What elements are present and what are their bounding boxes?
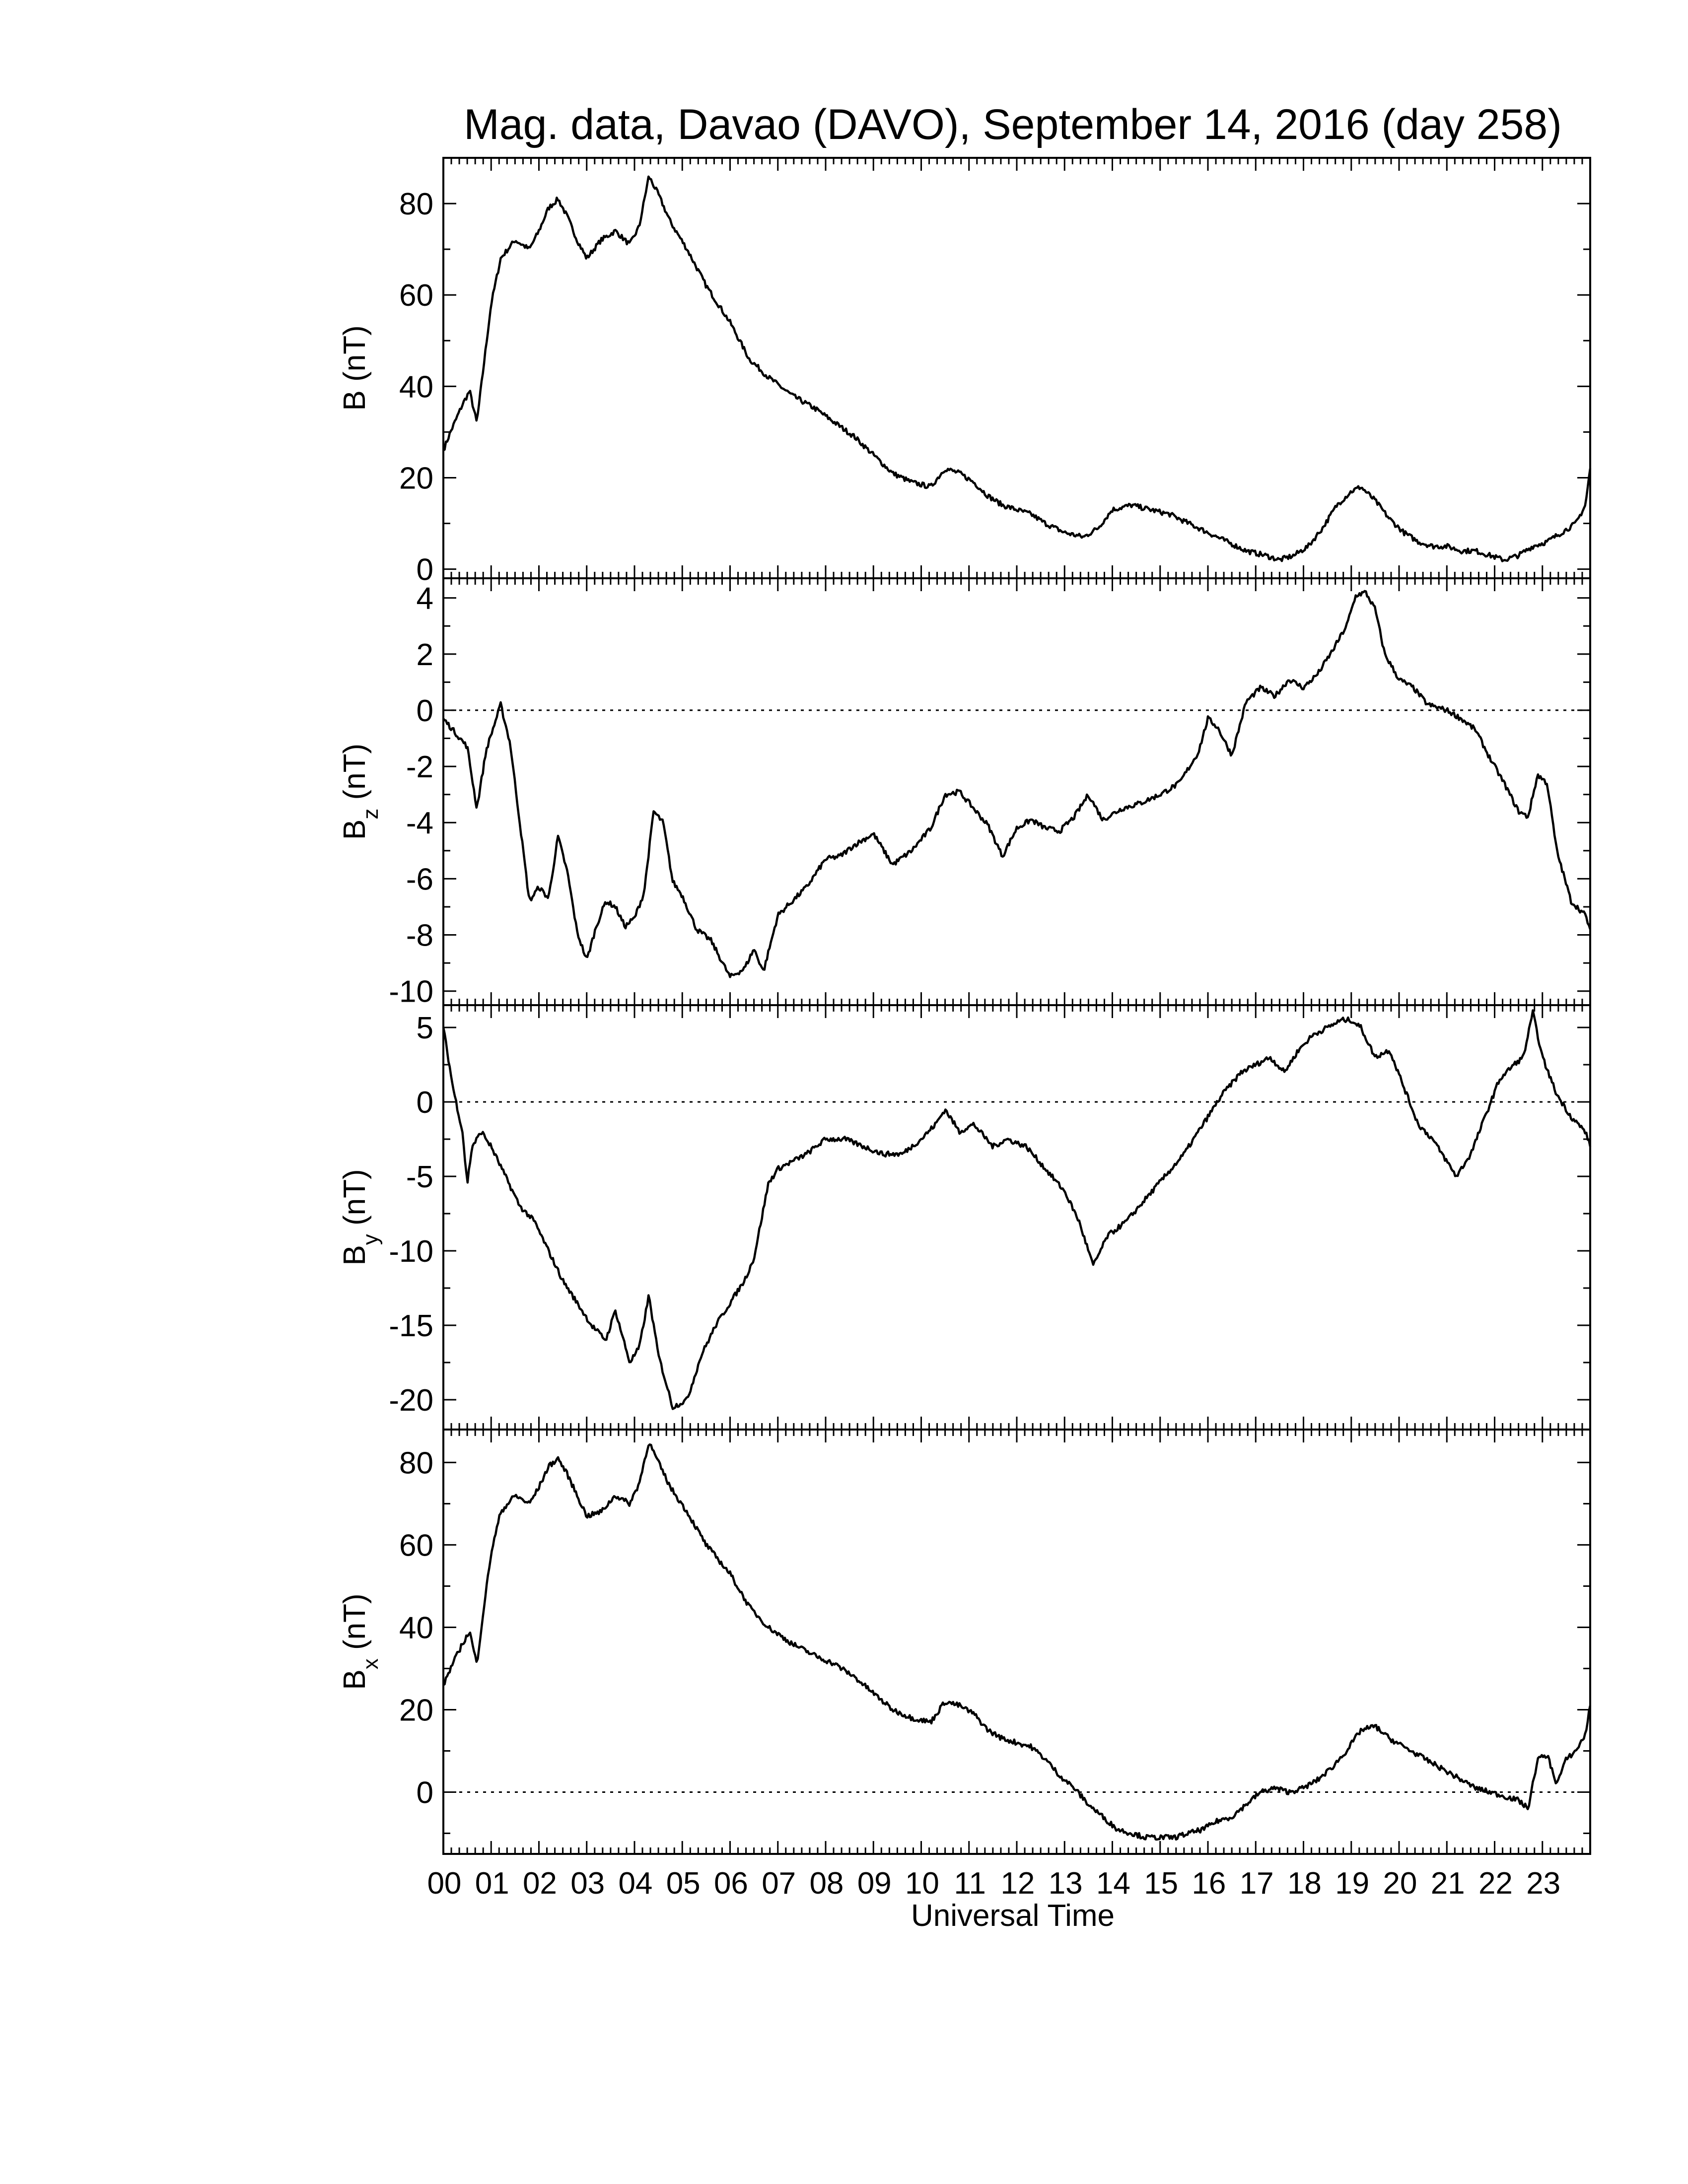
- x-tick-label: 04: [618, 1866, 652, 1901]
- x-tick-label: 18: [1287, 1866, 1322, 1901]
- y-tick-label: 0: [417, 694, 433, 728]
- x-tick-label: 05: [666, 1866, 701, 1901]
- y-tick-label: 4: [417, 582, 433, 616]
- y-axis-label: Bx (nT): [338, 1593, 383, 1690]
- series-line-4: [442, 1443, 1592, 1841]
- x-tick-label: 12: [1000, 1866, 1035, 1901]
- panel-frame: [442, 577, 1591, 1006]
- x-tick-label: 11: [954, 1866, 985, 1901]
- panel-frame: [442, 1429, 1591, 1855]
- x-tick-label: 23: [1526, 1866, 1560, 1901]
- panel-frame: [442, 1004, 1591, 1431]
- y-tick-label: 60: [399, 1528, 433, 1563]
- x-tick-label: 00: [427, 1866, 461, 1901]
- panel-3: -20 -15 -10 -5 0 5 By (nT): [338, 1004, 1592, 1431]
- x-axis-label: Universal Time: [911, 1899, 1115, 1933]
- y-tick-label: 0: [417, 1086, 433, 1120]
- y-tick-label: 0: [417, 1775, 433, 1810]
- x-tick-label: 10: [905, 1866, 939, 1901]
- x-tick-label: 17: [1240, 1866, 1274, 1901]
- y-tick-label: 5: [417, 1011, 433, 1045]
- y-tick-label: 40: [399, 370, 433, 404]
- x-tick-label: 08: [809, 1866, 844, 1901]
- x-tick-label: 22: [1478, 1866, 1513, 1901]
- series-line-3: [442, 1009, 1592, 1410]
- y-tick-label: -10: [389, 1234, 433, 1269]
- y-tick-label: -2: [406, 750, 433, 784]
- x-tick-label: 07: [762, 1866, 796, 1901]
- x-tick-label: 13: [1049, 1866, 1083, 1901]
- x-tick-label: 15: [1144, 1866, 1178, 1901]
- chart-title: Mag. data, Davao (DAVO), September 14, 2…: [464, 101, 1562, 148]
- x-tick-label: 19: [1335, 1866, 1369, 1901]
- panel-frame: [442, 157, 1591, 579]
- panel-4: 0 20 40 60 80 Bx (nT): [338, 1429, 1592, 1855]
- y-tick-label: 80: [399, 187, 433, 221]
- y-tick-label: 80: [399, 1446, 433, 1480]
- series-line-1: [442, 175, 1592, 562]
- y-tick-label: 0: [417, 553, 433, 587]
- y-tick-label: -10: [389, 975, 433, 1009]
- x-tick-label: 06: [714, 1866, 748, 1901]
- y-axis-label: B (nT): [338, 325, 372, 410]
- y-tick-label: -20: [389, 1383, 433, 1418]
- y-axis-label: Bz (nT): [338, 744, 383, 840]
- panel-1: 0 20 40 60 80 B (nT): [338, 157, 1592, 587]
- x-tick-label: 16: [1192, 1866, 1226, 1901]
- y-tick-label: -6: [406, 862, 433, 896]
- y-tick-label: 40: [399, 1611, 433, 1645]
- y-tick-label: -4: [406, 806, 433, 840]
- x-tick-label: 03: [570, 1866, 605, 1901]
- y-tick-label: 60: [399, 278, 433, 313]
- y-tick-label: 20: [399, 461, 433, 495]
- x-tick-label: 09: [857, 1866, 892, 1901]
- x-tick-label: 01: [475, 1866, 509, 1901]
- series-line-2: [442, 590, 1592, 978]
- y-tick-label: -5: [406, 1160, 433, 1194]
- x-tick-label: 14: [1096, 1866, 1130, 1901]
- x-tick-label: 20: [1383, 1866, 1417, 1901]
- x-axis: Universal Time 00 01 02 03 04 05 06 07 08 09 10 11 1…: [427, 1866, 1560, 1933]
- y-tick-label: 20: [399, 1693, 433, 1727]
- y-tick-label: 2: [417, 638, 433, 672]
- y-axis-label: By (nT): [338, 1169, 383, 1265]
- x-tick-label: 02: [523, 1866, 557, 1901]
- y-tick-label: -15: [389, 1309, 433, 1343]
- panel-2: -10 -8 -6 -4 -2 0 2 4 Bz (nT): [338, 577, 1592, 1009]
- y-tick-label: -8: [406, 919, 433, 953]
- x-tick-label: 21: [1431, 1866, 1465, 1901]
